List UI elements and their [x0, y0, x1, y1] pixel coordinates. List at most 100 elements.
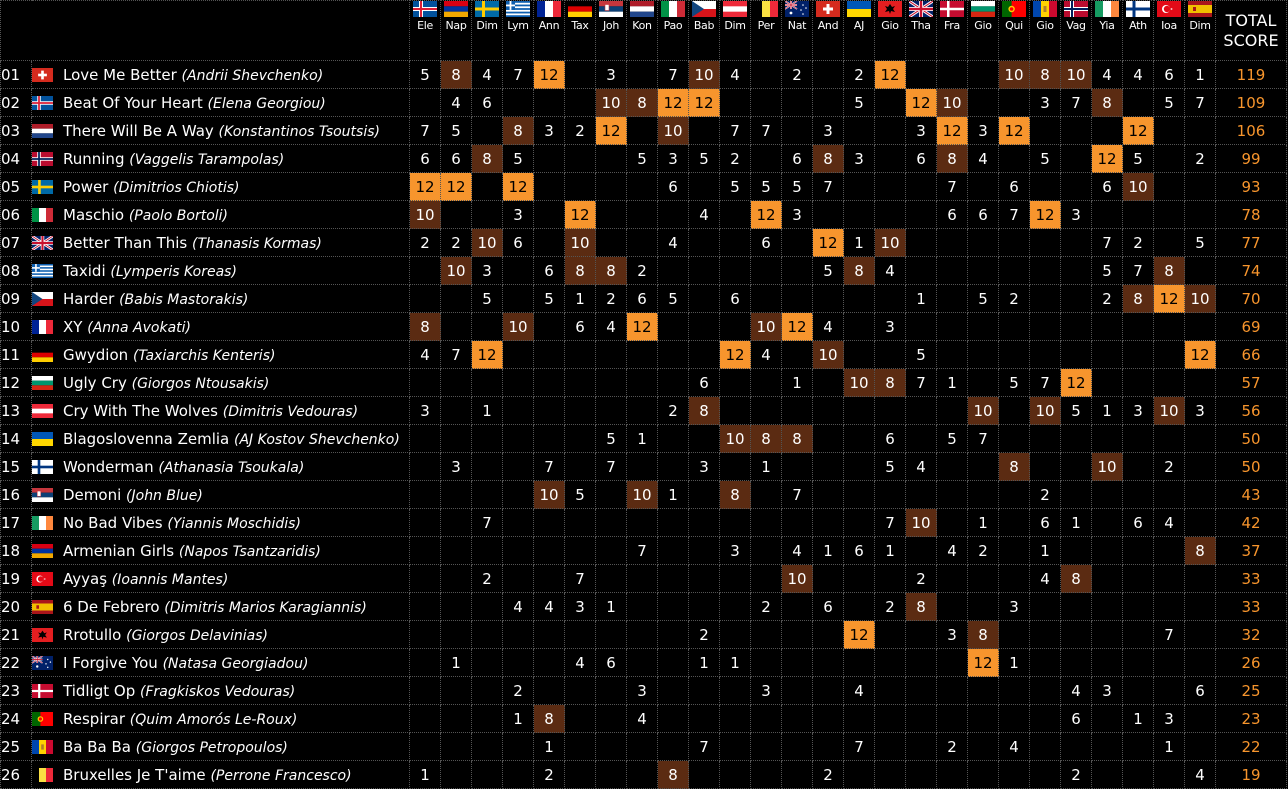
score-cell: [936, 704, 968, 733]
score-cell: 2: [750, 592, 782, 621]
total-score-cell: 93: [1215, 172, 1287, 201]
score-cell: [812, 564, 844, 593]
flag-ireland-icon: [1095, 1, 1119, 17]
score-cell: [595, 200, 627, 229]
score-cell: [595, 144, 627, 173]
score-cell: [688, 340, 720, 369]
artist-name: (Natasa Georgiadou): [162, 655, 309, 672]
score-cell: [471, 172, 503, 201]
score-cell: 8: [874, 368, 906, 397]
score-cell: 7: [440, 340, 472, 369]
flag-finland-icon: [1126, 1, 1150, 17]
score-cell: [998, 256, 1030, 285]
total-score-cell: 66: [1215, 340, 1287, 369]
total-score-cell: 33: [1215, 592, 1287, 621]
score-cell: [1122, 620, 1154, 649]
score-cell: 2: [1091, 284, 1123, 313]
flag-serbia-icon: [599, 1, 623, 17]
score-cell: [967, 368, 999, 397]
score-cell: [471, 200, 503, 229]
score-cell: [1122, 648, 1154, 677]
rank-cell: 13: [0, 396, 32, 425]
score-cell: [1153, 480, 1185, 509]
score-cell: [471, 760, 503, 789]
artist-name: (Giorgos Petropoulos): [135, 739, 288, 756]
rank-cell: 12: [0, 368, 32, 397]
score-cell: [1060, 284, 1092, 313]
score-cell: [750, 760, 782, 789]
score-cell: [1122, 88, 1154, 117]
score-cell: [471, 704, 503, 733]
score-cell: 7: [1184, 88, 1216, 117]
score-cell: [1184, 620, 1216, 649]
table-row: 17 No Bad Vibes (Yiannis Moschidis) 7 7 10 1 6…: [0, 508, 1287, 537]
score-cell: [812, 368, 844, 397]
table-row: 03 There Will Be A Way (Konstantinos Tsou…: [0, 116, 1287, 145]
score-cell: 6: [409, 144, 441, 173]
score-cell: [595, 536, 627, 565]
score-cell: 6: [843, 536, 875, 565]
song-title: Gwydion: [63, 345, 129, 364]
voter-header: Lym: [502, 0, 534, 61]
score-cell: 4: [719, 60, 751, 89]
score-cell: 3: [471, 256, 503, 285]
score-cell: 7: [533, 452, 565, 481]
artist-name: (Taxiarchis Kenteris): [132, 347, 276, 364]
score-cell: 4: [502, 592, 534, 621]
score-cell: [1153, 676, 1185, 705]
score-cell: [688, 228, 720, 257]
score-cell: 10: [812, 340, 844, 369]
score-cell: [781, 116, 813, 145]
song-cell: Ugly Cry (Giorgos Ntousakis): [31, 368, 410, 397]
total-score-cell: 56: [1215, 396, 1287, 425]
voter-header: Nap: [440, 0, 472, 61]
voter-header: Vag: [1060, 0, 1092, 61]
header-corner: [0, 0, 410, 61]
score-cell: 2: [440, 228, 472, 257]
score-cell: 2: [719, 144, 751, 173]
score-cell: [781, 592, 813, 621]
score-cell: 7: [781, 480, 813, 509]
score-cell: [471, 592, 503, 621]
score-cell: [905, 424, 937, 453]
score-cell: 1: [409, 760, 441, 789]
total-score-cell: 119: [1215, 60, 1287, 89]
score-cell: [936, 284, 968, 313]
score-cell: 12: [626, 312, 658, 341]
score-cell: [688, 116, 720, 145]
song-cell: Cry With The Wolves (Dimitris Vedouras): [31, 396, 410, 425]
score-cell: [1060, 144, 1092, 173]
score-cell: [874, 144, 906, 173]
total-score-cell: 42: [1215, 508, 1287, 537]
flag-germany-icon: [32, 348, 53, 362]
score-cell: 7: [409, 116, 441, 145]
score-cell: [471, 480, 503, 509]
score-cell: [1184, 592, 1216, 621]
rank-cell: 21: [0, 620, 32, 649]
voter-abbr: Nat: [787, 19, 807, 32]
score-cell: 1: [471, 396, 503, 425]
table-row: 06 Maschio (Paolo Bortoli) 10 3 12 4 12 3 6 6 7 12 3…: [0, 200, 1287, 229]
voter-header: Ele: [409, 0, 441, 61]
score-cell: 6: [1060, 704, 1092, 733]
score-cell: [874, 620, 906, 649]
voter-abbr: And: [817, 19, 839, 32]
song-cell: Tidligt Op (Fragkiskos Vedouras): [31, 676, 410, 705]
score-cell: [905, 312, 937, 341]
score-cell: 3: [1122, 396, 1154, 425]
score-cell: [533, 620, 565, 649]
score-cell: [409, 732, 441, 761]
flag-netherlands-icon: [630, 1, 654, 17]
score-cell: [564, 732, 596, 761]
score-cell: [440, 368, 472, 397]
artist-name: (Yiannis Moschidis): [167, 515, 301, 532]
table-row: 09 Harder (Babis Mastorakis) 5 5 1 2 6 5 6 1 5 2 2 8 1…: [0, 284, 1287, 313]
score-cell: [1091, 760, 1123, 789]
score-cell: 1: [1091, 396, 1123, 425]
voter-header: Ath: [1122, 0, 1154, 61]
score-cell: [626, 648, 658, 677]
score-cell: [471, 452, 503, 481]
score-cell: [998, 340, 1030, 369]
score-cell: 7: [998, 200, 1030, 229]
artist-name: (Vaggelis Tarampolas): [129, 151, 285, 168]
